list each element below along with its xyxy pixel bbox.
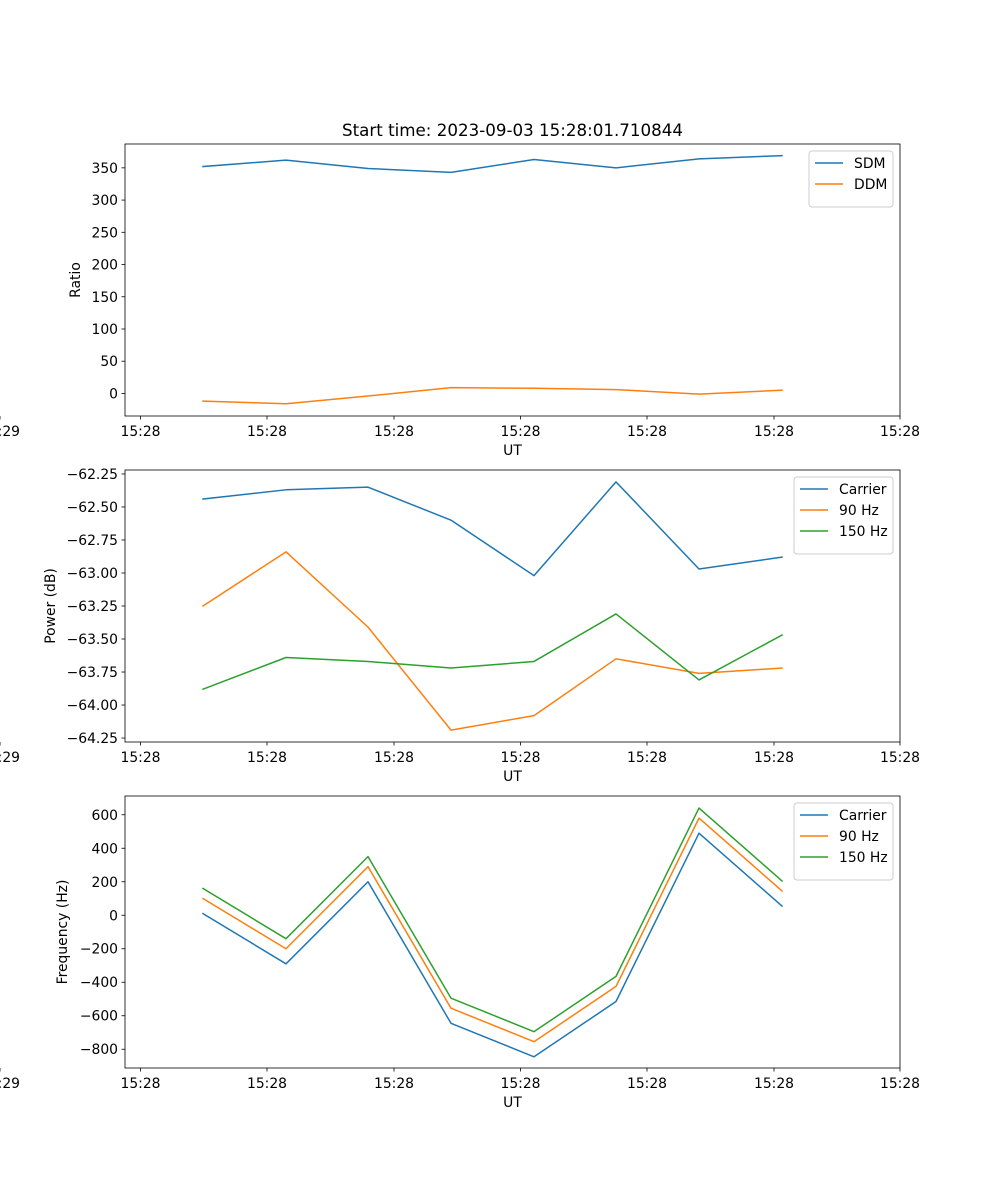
x-tick-label: 15:28 <box>754 750 794 766</box>
legend-box <box>808 150 894 208</box>
series-line-90-hz <box>201 817 784 1043</box>
y-tick-label: 100 <box>91 322 118 338</box>
x-tick-label: 15:29 <box>0 1076 20 1092</box>
y-tick-label: 200 <box>91 875 118 891</box>
y-tick-label: 150 <box>91 290 118 306</box>
y-tick-label: −62.75 <box>67 533 118 549</box>
y-tick-label: 200 <box>91 258 118 274</box>
legend-label: 150 Hz <box>839 850 888 866</box>
x-tick-label: 15:28 <box>120 750 160 766</box>
series-line-carrier <box>201 832 784 1058</box>
y-axis-label: Power (dB) <box>43 568 59 644</box>
legend-box <box>793 476 894 555</box>
x-tick-label: 15:28 <box>880 424 920 440</box>
legend-label: 150 Hz <box>839 524 888 540</box>
x-tick-label: 15:28 <box>754 1076 794 1092</box>
legend-label: 90 Hz <box>839 829 879 845</box>
legend-box <box>793 802 894 881</box>
x-axis-label: UT <box>503 443 522 459</box>
y-axis-label: Ratio <box>68 262 84 298</box>
x-tick-label: 15:28 <box>500 424 540 440</box>
y-tick-label: −64.00 <box>67 698 118 714</box>
x-tick-label: 15:28 <box>754 424 794 440</box>
x-tick-label: 15:28 <box>374 424 414 440</box>
x-tick-label: 15:29 <box>0 750 20 766</box>
y-tick-label: −600 <box>80 1009 118 1025</box>
legend-label: 90 Hz <box>839 503 879 519</box>
y-tick-label: −64.25 <box>67 731 118 747</box>
y-tick-label: 600 <box>91 808 118 824</box>
y-tick-label: −200 <box>80 942 118 958</box>
y-tick-label: 250 <box>91 225 118 241</box>
chart-panels: 15:28 15:28 15:28 15:28 15:28 15:28 15:28 15:29… <box>0 143 920 1111</box>
y-tick-label: 0 <box>109 386 118 402</box>
y-tick-label: 300 <box>91 193 118 209</box>
x-tick-label: 15:28 <box>374 1076 414 1092</box>
chart-panel-2: 15:28 15:28 15:28 15:28 15:28 15:28 15:28 15:29… <box>0 467 920 785</box>
legend-label: Carrier <box>839 482 887 498</box>
y-tick-label: −63.25 <box>67 599 118 615</box>
y-tick-label: 50 <box>100 354 118 370</box>
y-tick-label: −63.75 <box>67 665 118 681</box>
legend-label: DDM <box>854 177 887 193</box>
chart-panel-1: 15:28 15:28 15:28 15:28 15:28 15:28 15:28 15:29… <box>0 143 920 459</box>
y-tick-label: −63.00 <box>67 566 118 582</box>
axes-frame <box>124 143 901 417</box>
x-tick-label: 15:28 <box>247 1076 287 1092</box>
axes-frame <box>124 469 901 743</box>
x-tick-label: 15:28 <box>120 1076 160 1092</box>
x-tick-label: 15:28 <box>880 750 920 766</box>
chart-panel-3: 15:28 15:28 15:28 15:28 15:28 15:28 15:28 15:29… <box>0 795 920 1111</box>
legend: Carrier 90 Hz 150 Hz <box>793 802 894 881</box>
x-tick-label: 15:29 <box>0 424 20 440</box>
x-tick-label: 15:28 <box>500 1076 540 1092</box>
x-tick-label: 15:28 <box>247 750 287 766</box>
x-tick-label: 15:28 <box>374 750 414 766</box>
series-line-ddm <box>202 386 783 405</box>
x-tick-label: 15:28 <box>627 424 667 440</box>
y-tick-label: −63.50 <box>67 632 118 648</box>
series-line-150-hz <box>201 807 784 1033</box>
legend-label: Carrier <box>839 808 887 824</box>
x-tick-label: 15:28 <box>247 424 287 440</box>
axes-frame <box>124 795 901 1069</box>
legend: Carrier 90 Hz 150 Hz <box>793 476 894 555</box>
y-tick-label: −62.25 <box>67 467 118 483</box>
y-tick-label: 400 <box>91 841 118 857</box>
series-line-carrier <box>202 481 783 577</box>
series-line-90-hz <box>201 551 783 731</box>
x-axis-label: UT <box>503 1095 522 1111</box>
x-tick-label: 15:28 <box>880 1076 920 1092</box>
y-tick-label: 0 <box>109 908 118 924</box>
x-tick-label: 15:28 <box>627 1076 667 1092</box>
x-tick-label: 15:28 <box>627 750 667 766</box>
series-line-sdm <box>202 154 783 174</box>
x-tick-label: 15:28 <box>500 750 540 766</box>
figure-title: Start time: 2023-09-03 15:28:01.710844 <box>342 120 683 140</box>
y-tick-label: −62.50 <box>67 500 118 516</box>
y-axis-label: Frequency (Hz) <box>55 880 71 985</box>
series-line-150-hz <box>202 613 784 691</box>
x-tick-label: 15:28 <box>120 424 160 440</box>
legend-label: SDM <box>854 156 886 172</box>
y-tick-label: −800 <box>80 1042 118 1058</box>
legend: SDM DDM <box>808 150 894 208</box>
x-axis-label: UT <box>503 769 522 785</box>
y-tick-label: −400 <box>80 975 118 991</box>
y-tick-label: 350 <box>91 161 118 177</box>
